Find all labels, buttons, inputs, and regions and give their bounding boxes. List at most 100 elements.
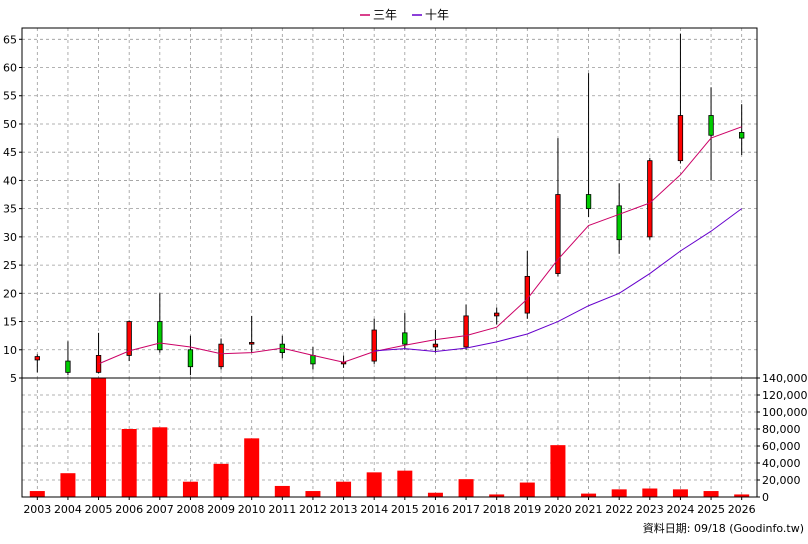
x-tick-label-2022: 2022: [605, 503, 633, 516]
volume-bar-2003: [29, 491, 45, 497]
data-date-footer: 資料日期: 09/18 (Goodinfo.tw): [643, 521, 804, 535]
price-panel-frame: [21, 27, 758, 379]
candle-body-2007: [157, 321, 163, 351]
candle-body-2020: [555, 194, 561, 274]
x-tick-label-2015: 2015: [391, 503, 419, 516]
volume-bar-2015: [397, 470, 413, 497]
moving-average-lines: [98, 126, 742, 365]
volume-bar-2018: [489, 494, 505, 497]
volume-tick-label: 20,000: [762, 474, 801, 487]
volume-bar-2008: [182, 481, 198, 497]
price-tick-label: 40: [3, 174, 17, 187]
x-tick-label-2012: 2012: [299, 503, 327, 516]
volume-bar-2004: [60, 473, 76, 497]
legend: 三年 十年: [360, 8, 449, 22]
candle-body-2010: [249, 342, 255, 345]
price-tick-label: 10: [3, 344, 17, 357]
price-tick-label: 45: [3, 146, 17, 159]
volume-tick-label: 120,000: [762, 389, 808, 402]
volume-bar-2005: [91, 378, 107, 497]
volume-bar-2025: [703, 491, 719, 497]
volume-bar-2007: [152, 427, 168, 497]
volume-bar-2010: [244, 438, 260, 497]
volume-tick-label: 40,000: [762, 457, 801, 470]
price-tick-label: 55: [3, 90, 17, 103]
x-tick-label-2025: 2025: [697, 503, 725, 516]
candle-body-2023: [647, 160, 653, 238]
volume-bar-2023: [642, 488, 658, 497]
x-tick-label-2010: 2010: [238, 503, 266, 516]
x-tick-label-2005: 2005: [85, 503, 113, 516]
candle-body-2016: [432, 343, 439, 348]
price-grid: [22, 28, 757, 379]
volume-tick-label: 60,000: [762, 440, 801, 453]
candle-body-2025: [708, 115, 714, 136]
x-tick-label-2011: 2011: [268, 503, 296, 516]
x-tick-label-2018: 2018: [483, 503, 511, 516]
price-tick-label: 30: [3, 231, 17, 244]
candle-body-2012: [310, 355, 316, 365]
series-line-1: [374, 208, 742, 352]
x-tick-label-2026: 2026: [728, 503, 756, 516]
volume-bar-2019: [519, 482, 535, 497]
volume-bar-2022: [611, 489, 627, 497]
candle-body-2014: [371, 329, 377, 362]
x-tick-label-2024: 2024: [666, 503, 694, 516]
candle-body-2022: [616, 205, 622, 241]
volume-panel-frame: [21, 377, 758, 498]
volume-bar-2016: [427, 492, 443, 497]
volume-tick-label: 80,000: [762, 423, 801, 436]
series-line-0: [98, 126, 742, 365]
volume-bar-2017: [458, 479, 474, 497]
volume-bars: [29, 378, 750, 497]
candle-body-2017: [463, 315, 469, 348]
candle-body-2009: [218, 343, 224, 368]
candle-body-2003: [34, 356, 40, 361]
candle-body-2024: [677, 115, 684, 162]
candle-body-2018: [494, 312, 500, 317]
candle-body-2004: [65, 360, 71, 373]
x-tick-label-2009: 2009: [207, 503, 235, 516]
candle-body-2015: [402, 332, 408, 345]
volume-bar-2014: [366, 472, 382, 497]
x-tick-label-2020: 2020: [544, 503, 572, 516]
volume-bar-2009: [213, 463, 229, 497]
price-tick-label: 25: [3, 259, 17, 272]
volume-bar-2020: [550, 445, 566, 497]
price-tick-label: 60: [3, 62, 17, 75]
volume-bar-2013: [336, 481, 352, 497]
volume-bar-2006: [121, 429, 137, 497]
x-tick-label-2007: 2007: [146, 503, 174, 516]
price-tick-label: 20: [3, 287, 17, 300]
x-tick-label-2017: 2017: [452, 503, 480, 516]
legend-label-1: 十年: [425, 8, 449, 22]
volume-bar-2021: [581, 493, 597, 497]
legend-label-0: 三年: [373, 8, 397, 22]
volume-bar-2012: [305, 491, 321, 497]
x-tick-label-2021: 2021: [575, 503, 603, 516]
x-tick-label-2014: 2014: [360, 503, 388, 516]
price-tick-label: 35: [3, 203, 17, 216]
x-axis-labels: 2003 2004 2005 2006 2007 2008 2009 2010 2011 2012…: [23, 497, 756, 516]
volume-tick-label: 0: [762, 491, 769, 504]
x-tick-label-2019: 2019: [513, 503, 541, 516]
price-tick-label: 65: [3, 33, 17, 46]
candle-body-2021: [585, 194, 592, 210]
volume-bar-2024: [672, 489, 688, 497]
volume-bar-2011: [274, 485, 290, 497]
candle-body-2008: [187, 349, 194, 368]
price-tick-label: 50: [3, 118, 17, 131]
x-tick-label-2013: 2013: [330, 503, 358, 516]
x-tick-label-2023: 2023: [636, 503, 664, 516]
volume-tick-label: 140,000: [762, 372, 808, 385]
candles: [34, 33, 745, 376]
price-tick-label: 15: [3, 316, 17, 329]
x-tick-label-2003: 2003: [23, 503, 51, 516]
x-tick-label-2004: 2004: [54, 503, 82, 516]
candle-body-2026: [739, 132, 745, 139]
volume-bar-2026: [734, 494, 750, 497]
x-tick-label-2008: 2008: [176, 503, 204, 516]
axes: 5 10 15 20 25 30 35 40 45 50 55 60 65 0 20,000 40,000 60…: [3, 27, 808, 504]
